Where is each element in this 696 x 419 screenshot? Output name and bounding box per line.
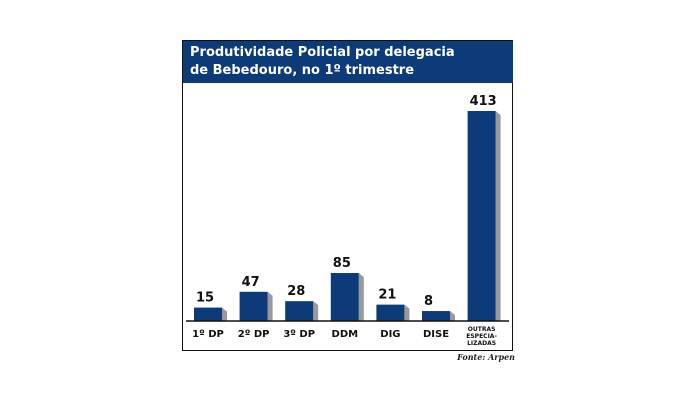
data-label: 85 <box>333 256 351 271</box>
bar-shadow <box>404 304 410 321</box>
data-label: 8 <box>424 294 433 309</box>
bar-shadow <box>358 273 364 321</box>
chart-frame <box>182 40 513 351</box>
source-note: Fonte: Arpen <box>457 352 515 362</box>
bar-shadow <box>222 307 227 321</box>
x-tick-label: LIZADAS <box>467 340 496 347</box>
bar <box>376 304 405 321</box>
data-label: 47 <box>242 275 260 290</box>
x-tick-label: ESPECIA- <box>466 333 497 340</box>
x-tick-label: DIG <box>380 329 400 340</box>
bar <box>467 111 496 321</box>
bar <box>239 291 268 321</box>
data-label: 15 <box>196 291 214 306</box>
bar <box>330 273 359 321</box>
x-tick-label: 3º DP <box>283 329 315 340</box>
data-label: 413 <box>470 94 497 109</box>
bar <box>285 301 314 321</box>
x-tick-label: DISE <box>423 329 449 340</box>
bar <box>194 307 222 321</box>
x-tick-label: DDM <box>332 329 359 340</box>
chart-title: Produtividade Policial por delegacia de … <box>183 41 513 83</box>
x-tick-label: 2º DP <box>238 329 270 340</box>
bar-shadow <box>313 301 319 321</box>
data-label: 21 <box>378 288 396 303</box>
x-tick-label: 1º DP <box>192 329 224 340</box>
bar-shadow <box>495 111 501 321</box>
bar-shadow <box>267 291 273 321</box>
title-line-2: de Bebedouro, no 1º trimestre <box>190 63 415 78</box>
x-tick-label: OUTRAS <box>468 326 496 333</box>
bar <box>422 311 450 321</box>
data-label: 28 <box>287 284 305 299</box>
title-line-1: Produtividade Policial por delegacia <box>190 45 455 60</box>
bar-shadow <box>450 311 455 321</box>
